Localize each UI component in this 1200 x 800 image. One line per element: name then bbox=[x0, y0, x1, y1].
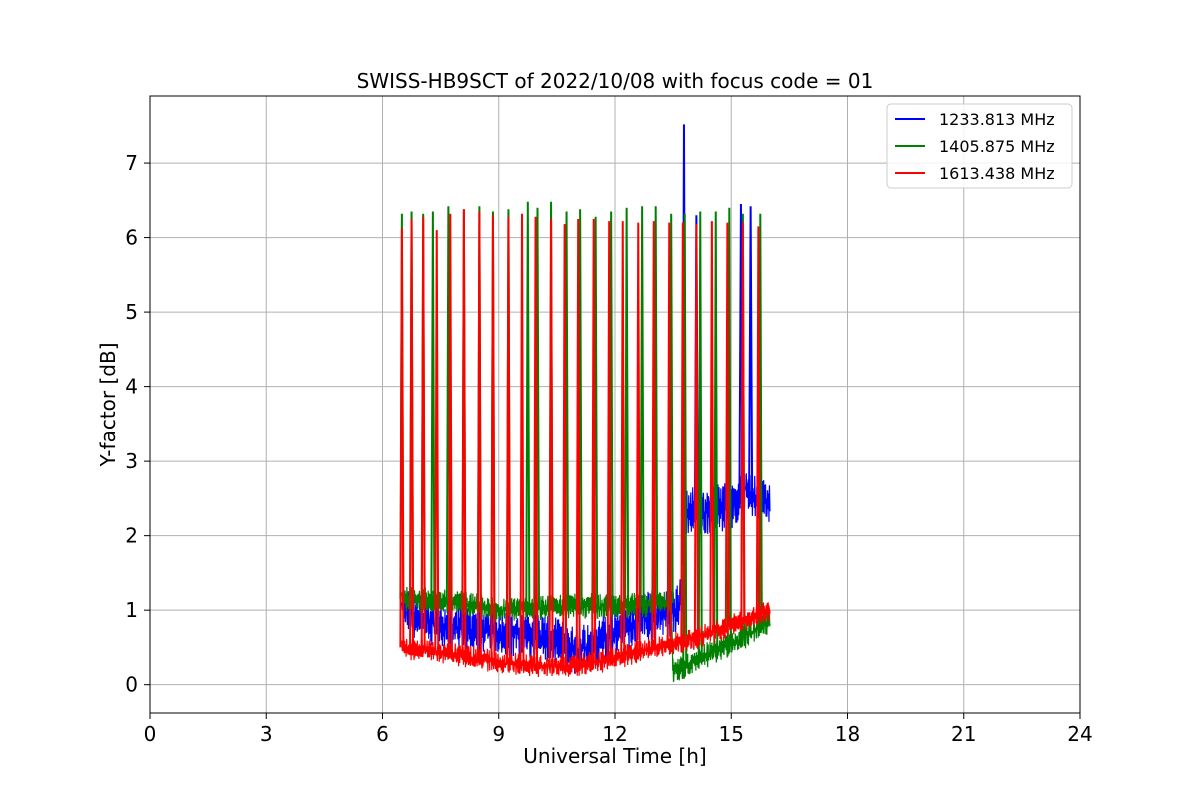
series-spike bbox=[740, 222, 746, 621]
x-axis-label: Universal Time [h] bbox=[523, 744, 706, 768]
series-layer bbox=[399, 124, 771, 682]
series-spike bbox=[606, 221, 612, 660]
legend: 1233.813 MHz 1405.875 MHz 1613.438 MHz bbox=[886, 103, 1073, 189]
x-tick-label: 21 bbox=[951, 722, 976, 746]
series-spike bbox=[651, 221, 657, 648]
legend-entry: 1613.438 MHz bbox=[939, 164, 1055, 183]
grid bbox=[150, 96, 1080, 713]
x-tick-label: 6 bbox=[376, 722, 389, 746]
series-spike bbox=[525, 201, 531, 609]
series-spike bbox=[476, 211, 482, 659]
series-spike bbox=[461, 209, 467, 656]
series-spike bbox=[693, 224, 699, 639]
y-axis: 0 1 2 3 4 5 6 7 bbox=[125, 151, 150, 697]
series-spike bbox=[666, 222, 672, 645]
legend-entry: 1233.813 MHz bbox=[939, 110, 1055, 129]
y-tick-label: 7 bbox=[125, 151, 138, 175]
series-1613-438-mhz bbox=[399, 209, 771, 678]
series-spike bbox=[680, 222, 686, 642]
y-tick-label: 2 bbox=[125, 524, 138, 548]
legend-entry: 1405.875 MHz bbox=[939, 137, 1055, 156]
series-spike bbox=[591, 218, 597, 663]
series-spike bbox=[519, 213, 525, 665]
series-spike bbox=[697, 211, 703, 659]
series-spike bbox=[409, 218, 415, 649]
y-tick-label: 0 bbox=[125, 673, 138, 697]
y-tick-label: 5 bbox=[125, 300, 138, 324]
series-spike bbox=[635, 222, 641, 652]
series-spike bbox=[447, 213, 453, 654]
series-spike bbox=[420, 216, 426, 651]
x-tick-label: 0 bbox=[144, 722, 157, 746]
y-axis-label: Y-factor [dB] bbox=[96, 342, 120, 467]
series-spike bbox=[490, 215, 496, 662]
series-spike bbox=[709, 221, 715, 633]
series-spike bbox=[533, 216, 539, 666]
series-spike bbox=[562, 224, 568, 667]
series-spike bbox=[399, 228, 405, 648]
series-spike bbox=[434, 230, 440, 652]
series-spike bbox=[548, 218, 554, 667]
x-tick-label: 9 bbox=[492, 722, 505, 746]
x-tick-label: 12 bbox=[602, 722, 627, 746]
series-spike bbox=[724, 222, 730, 627]
x-axis: 0 3 6 9 12 15 18 21 24 bbox=[144, 713, 1093, 746]
chart-title: SWISS-HB9SCT of 2022/10/08 with focus co… bbox=[357, 69, 874, 93]
series-spike bbox=[713, 211, 719, 652]
series-spike bbox=[748, 206, 754, 494]
x-tick-label: 3 bbox=[260, 722, 273, 746]
y-tick-label: 1 bbox=[125, 598, 138, 622]
series-spike bbox=[620, 221, 626, 657]
y-tick-label: 6 bbox=[125, 226, 138, 250]
series-spike bbox=[639, 206, 645, 605]
legend-box bbox=[886, 103, 1073, 189]
series-spike bbox=[624, 207, 630, 606]
x-tick-label: 24 bbox=[1067, 722, 1092, 746]
y-tick-label: 4 bbox=[125, 375, 138, 399]
series-spike bbox=[505, 216, 511, 664]
y-tick-label: 3 bbox=[125, 449, 138, 473]
series-spike bbox=[575, 218, 581, 666]
series-spike bbox=[755, 226, 761, 615]
x-tick-label: 18 bbox=[835, 722, 860, 746]
x-tick-label: 15 bbox=[719, 722, 744, 746]
series-spike bbox=[430, 211, 436, 601]
